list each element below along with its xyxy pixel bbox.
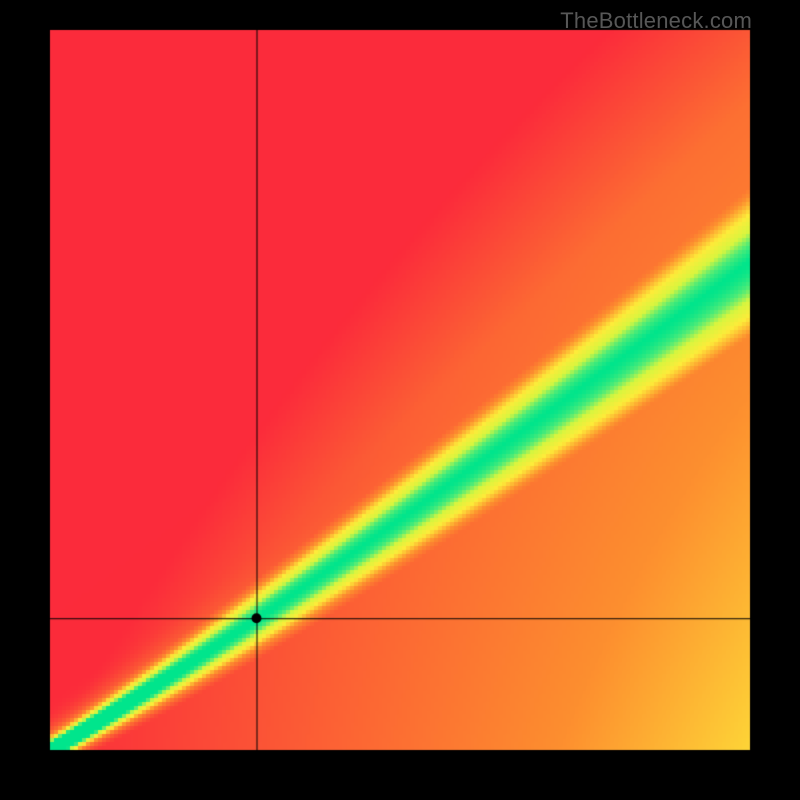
heatmap-canvas (0, 0, 800, 800)
chart-container: TheBottleneck.com (0, 0, 800, 800)
watermark-label: TheBottleneck.com (560, 8, 752, 34)
